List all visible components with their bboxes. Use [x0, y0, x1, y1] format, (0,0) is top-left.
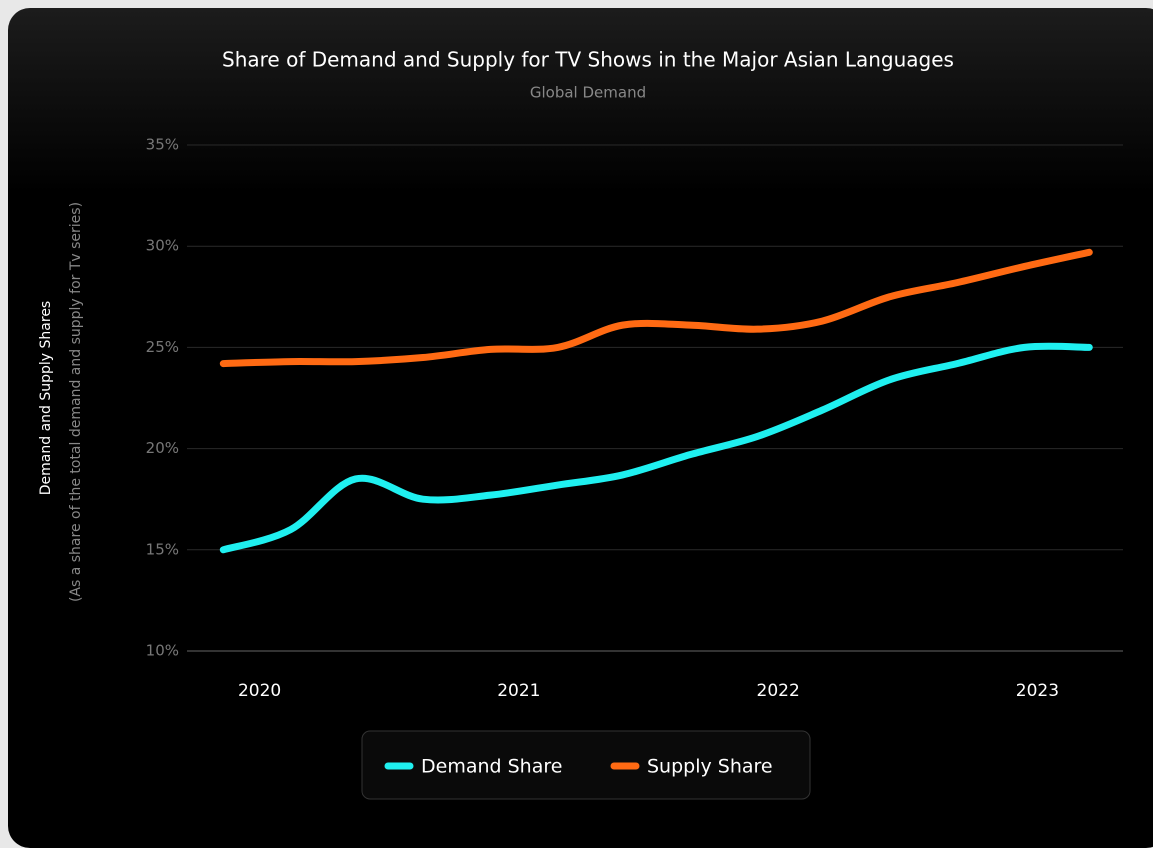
chart-title: Share of Demand and Supply for TV Shows … — [222, 48, 954, 72]
card — [8, 8, 1153, 848]
chart: Share of Demand and Supply for TV Shows … — [38, 48, 1123, 800]
x-tick-label: 2023 — [1016, 681, 1059, 701]
y-tick-label: 10% — [146, 642, 179, 660]
line-series — [219, 248, 1093, 368]
chart-subtitle: Global Demand — [530, 84, 646, 102]
y-tick-label: 20% — [146, 439, 179, 457]
line-series — [219, 342, 1093, 554]
legend-label: Supply Share — [647, 756, 773, 778]
y-axis-sublabel: (As a share of the total demand and supp… — [68, 202, 84, 602]
legend-box — [361, 730, 811, 800]
y-tick-label: 30% — [146, 237, 179, 255]
page: Share of Demand and Supply for TV Shows … — [8, 8, 1153, 848]
x-tick-label: 2021 — [497, 681, 540, 701]
y-axis-label: Demand and Supply Shares — [38, 301, 54, 495]
x-tick-label: 2022 — [757, 681, 800, 701]
y-tick-label: 25% — [146, 338, 179, 356]
y-tick-label: 35% — [146, 136, 179, 154]
x-tick-label: 2020 — [238, 681, 281, 701]
y-tick-label: 15% — [146, 540, 179, 558]
legend-label: Demand Share — [421, 756, 562, 778]
